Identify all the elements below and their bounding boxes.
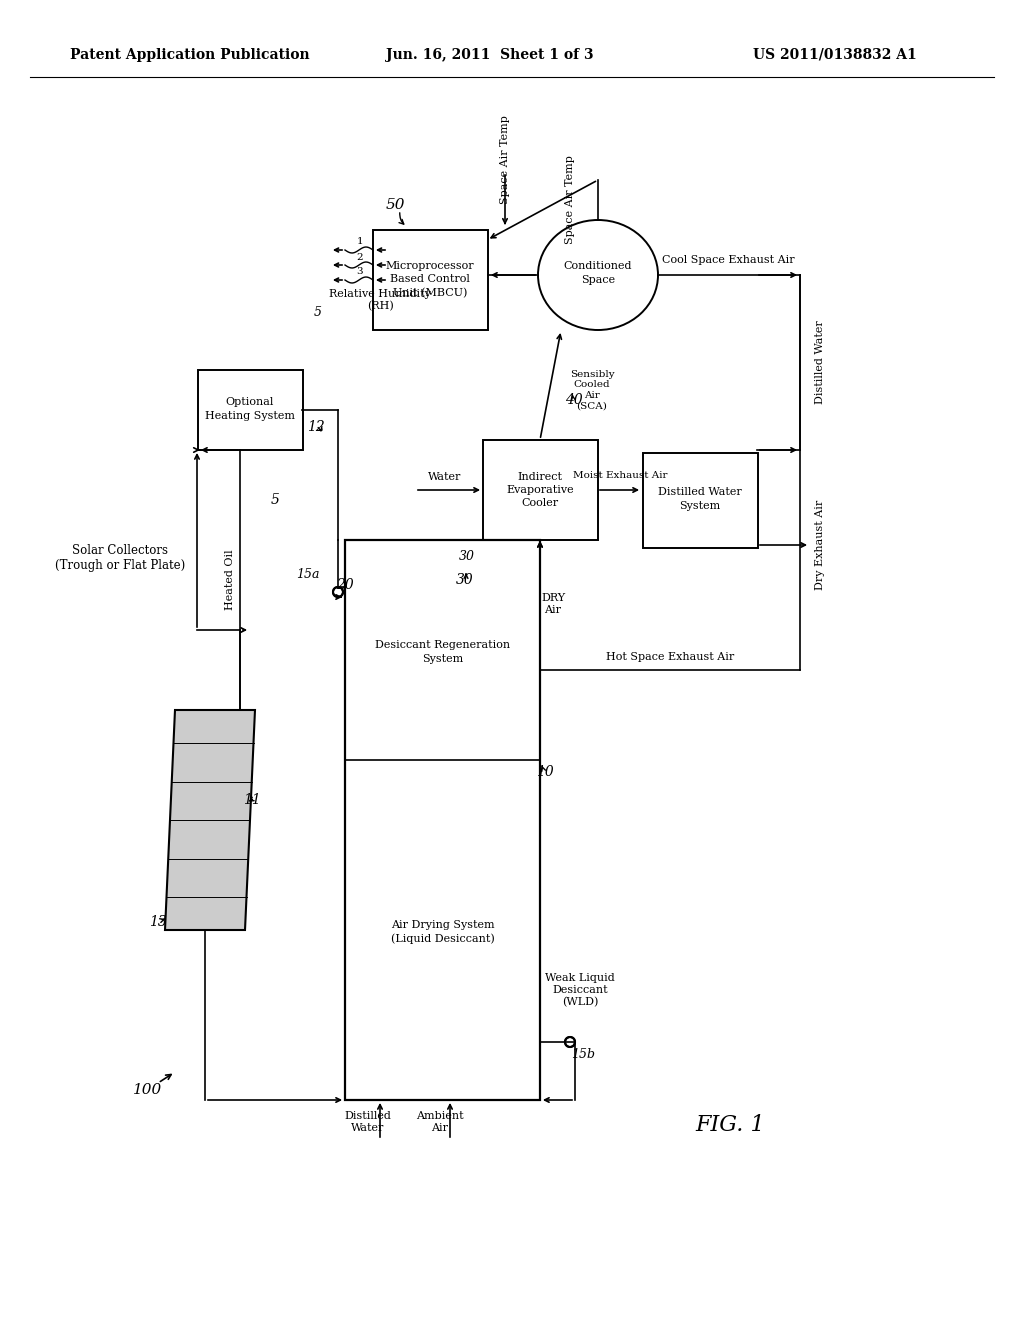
- Text: Indirect: Indirect: [517, 473, 562, 482]
- Text: Conditioned: Conditioned: [564, 261, 632, 271]
- Text: Heating System: Heating System: [205, 411, 295, 421]
- Text: Cooler: Cooler: [521, 498, 558, 508]
- Text: Weak Liquid
Desiccant
(WLD): Weak Liquid Desiccant (WLD): [545, 973, 614, 1007]
- Text: 12: 12: [307, 420, 325, 434]
- Text: Dry Exhaust Air: Dry Exhaust Air: [815, 500, 825, 590]
- Text: 5: 5: [270, 492, 280, 507]
- Text: 15b: 15b: [571, 1048, 595, 1061]
- Text: System: System: [679, 502, 721, 511]
- Ellipse shape: [538, 220, 658, 330]
- Text: (Trough or Flat Plate): (Trough or Flat Plate): [55, 558, 185, 572]
- Text: Water: Water: [428, 473, 462, 482]
- Text: Heated Oil: Heated Oil: [225, 549, 234, 610]
- Text: Relative Humidity
(RH): Relative Humidity (RH): [329, 289, 431, 312]
- Text: 10: 10: [537, 766, 554, 779]
- Text: US 2011/0138832 A1: US 2011/0138832 A1: [753, 48, 916, 62]
- Polygon shape: [165, 710, 255, 931]
- Text: 30: 30: [456, 573, 474, 587]
- Text: 3: 3: [356, 268, 364, 276]
- Bar: [482, 440, 597, 540]
- Bar: [373, 230, 487, 330]
- Text: 11: 11: [243, 793, 261, 807]
- Text: Optional: Optional: [226, 397, 274, 407]
- Text: DRY
Air: DRY Air: [541, 593, 565, 615]
- Text: Space Air Temp: Space Air Temp: [500, 116, 510, 205]
- Bar: [198, 370, 302, 450]
- Text: Solar Collectors: Solar Collectors: [72, 544, 168, 557]
- Text: Microprocessor: Microprocessor: [386, 261, 474, 271]
- Text: Space: Space: [581, 275, 615, 285]
- Text: 30: 30: [459, 550, 475, 564]
- Text: System: System: [422, 653, 463, 664]
- Text: 50: 50: [385, 198, 404, 213]
- Text: Distilled Water: Distilled Water: [815, 321, 825, 404]
- Text: 5: 5: [314, 305, 322, 318]
- Text: Moist Exhaust Air: Moist Exhaust Air: [572, 470, 668, 479]
- Text: Based Control: Based Control: [390, 275, 470, 284]
- Text: (Liquid Desiccant): (Liquid Desiccant): [390, 933, 495, 944]
- Text: Evaporative: Evaporative: [506, 484, 573, 495]
- Text: Hot Space Exhaust Air: Hot Space Exhaust Air: [606, 652, 734, 663]
- Text: 40: 40: [565, 393, 583, 407]
- Text: Distilled Water: Distilled Water: [658, 487, 741, 498]
- Text: Jun. 16, 2011  Sheet 1 of 3: Jun. 16, 2011 Sheet 1 of 3: [386, 48, 594, 62]
- Text: Unit (MBCU): Unit (MBCU): [393, 288, 467, 298]
- Text: Patent Application Publication: Patent Application Publication: [71, 48, 310, 62]
- Text: Ambient
Air: Ambient Air: [416, 1111, 464, 1133]
- Text: Distilled
Water: Distilled Water: [344, 1111, 391, 1133]
- Text: 15a: 15a: [296, 569, 319, 582]
- Text: 20: 20: [336, 578, 354, 591]
- Text: Sensibly
Cooled
Air
(SCA): Sensibly Cooled Air (SCA): [569, 370, 614, 411]
- Text: Space Air Temp: Space Air Temp: [565, 156, 575, 244]
- Bar: [642, 453, 758, 548]
- Text: 13: 13: [150, 915, 167, 929]
- Text: Cool Space Exhaust Air: Cool Space Exhaust Air: [662, 255, 795, 265]
- Text: Desiccant Regeneration: Desiccant Regeneration: [375, 640, 510, 649]
- Text: 2: 2: [356, 252, 364, 261]
- Text: Air Drying System: Air Drying System: [391, 920, 495, 931]
- Text: 100: 100: [133, 1082, 163, 1097]
- Text: 1: 1: [356, 238, 364, 247]
- Text: FIG. 1: FIG. 1: [695, 1114, 765, 1137]
- Bar: [345, 540, 540, 1100]
